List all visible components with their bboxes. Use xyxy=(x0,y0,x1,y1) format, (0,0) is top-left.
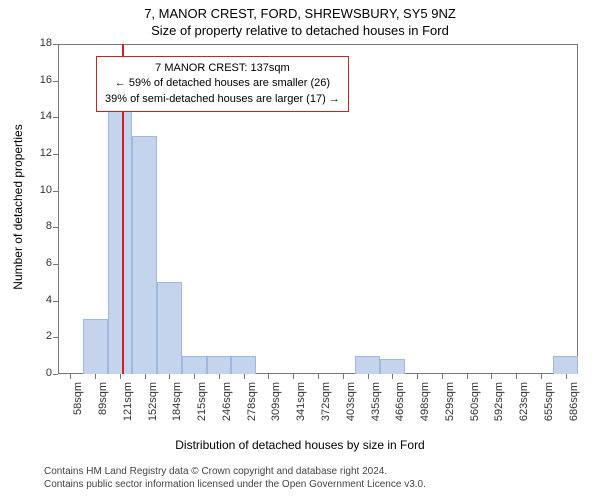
x-tick xyxy=(392,374,393,379)
y-tick-label: 4 xyxy=(30,294,52,306)
x-tick xyxy=(293,374,294,379)
x-tick xyxy=(516,374,517,379)
x-tick xyxy=(491,374,492,379)
x-tick-label: 686sqm xyxy=(568,382,580,432)
histogram-bar xyxy=(132,136,157,374)
y-tick-label: 14 xyxy=(30,110,52,122)
histogram-bar xyxy=(157,282,182,374)
histogram-bar xyxy=(380,359,405,374)
x-tick xyxy=(268,374,269,379)
x-tick-label: 498sqm xyxy=(419,382,431,432)
x-tick-label: 246sqm xyxy=(221,382,233,432)
chart-container: 7, MANOR CREST, FORD, SHREWSBURY, SY5 9N… xyxy=(0,0,600,500)
x-tick xyxy=(368,374,369,379)
histogram-bar xyxy=(108,99,133,374)
y-tick-label: 16 xyxy=(30,74,52,86)
x-tick xyxy=(566,374,567,379)
x-tick-label: 372sqm xyxy=(320,382,332,432)
y-tick xyxy=(53,117,58,118)
x-tick-label: 655sqm xyxy=(543,382,555,432)
x-tick-label: 529sqm xyxy=(444,382,456,432)
x-tick xyxy=(318,374,319,379)
y-tick-label: 10 xyxy=(30,184,52,196)
x-tick-label: 435sqm xyxy=(370,382,382,432)
x-tick-label: 58sqm xyxy=(72,382,84,432)
annotation-line: 7 MANOR CREST: 137sqm xyxy=(105,61,340,76)
y-tick-label: 8 xyxy=(30,220,52,232)
y-tick xyxy=(53,227,58,228)
x-tick xyxy=(145,374,146,379)
x-tick-label: 278sqm xyxy=(246,382,258,432)
y-tick-label: 2 xyxy=(30,330,52,342)
x-tick xyxy=(541,374,542,379)
histogram-bar xyxy=(355,356,380,374)
x-tick-label: 309sqm xyxy=(270,382,282,432)
x-tick xyxy=(219,374,220,379)
chart-title: 7, MANOR CREST, FORD, SHREWSBURY, SY5 9N… xyxy=(0,0,600,21)
x-tick xyxy=(417,374,418,379)
annotation-box: 7 MANOR CREST: 137sqm← 59% of detached h… xyxy=(96,56,349,112)
histogram-bar xyxy=(207,356,232,374)
y-axis-label: Number of detached properties xyxy=(11,117,25,297)
annotation-line: ← 59% of detached houses are smaller (26… xyxy=(105,76,340,91)
y-tick xyxy=(53,44,58,45)
chart-footer: Contains HM Land Registry data © Crown c… xyxy=(44,465,426,491)
histogram-bar xyxy=(83,319,108,374)
x-tick xyxy=(70,374,71,379)
chart-subtitle: Size of property relative to detached ho… xyxy=(0,23,600,38)
histogram-bar xyxy=(182,356,207,374)
x-tick xyxy=(244,374,245,379)
x-tick xyxy=(169,374,170,379)
x-tick-label: 466sqm xyxy=(394,382,406,432)
footer-line-2: Contains public sector information licen… xyxy=(44,478,426,491)
x-tick xyxy=(194,374,195,379)
x-tick-label: 341sqm xyxy=(295,382,307,432)
x-tick xyxy=(442,374,443,379)
x-tick-label: 560sqm xyxy=(469,382,481,432)
x-tick xyxy=(343,374,344,379)
y-tick-label: 12 xyxy=(30,147,52,159)
x-tick-label: 215sqm xyxy=(196,382,208,432)
y-tick-label: 18 xyxy=(30,37,52,49)
histogram-bar xyxy=(553,356,578,374)
y-tick-label: 6 xyxy=(30,257,52,269)
annotation-line: 39% of semi-detached houses are larger (… xyxy=(105,92,340,107)
x-tick xyxy=(95,374,96,379)
x-tick xyxy=(467,374,468,379)
y-tick xyxy=(53,301,58,302)
histogram-bar xyxy=(231,356,256,374)
x-tick-label: 623sqm xyxy=(518,382,530,432)
x-axis-label: Distribution of detached houses by size … xyxy=(0,438,600,452)
y-tick xyxy=(53,154,58,155)
y-tick-label: 0 xyxy=(30,367,52,379)
x-tick-label: 152sqm xyxy=(147,382,159,432)
x-tick-label: 121sqm xyxy=(122,382,134,432)
y-tick xyxy=(53,81,58,82)
y-tick xyxy=(53,264,58,265)
y-tick xyxy=(53,191,58,192)
y-tick xyxy=(53,337,58,338)
x-tick-label: 184sqm xyxy=(171,382,183,432)
x-tick-label: 89sqm xyxy=(97,382,109,432)
x-tick-label: 592sqm xyxy=(493,382,505,432)
y-tick xyxy=(53,374,58,375)
x-tick xyxy=(120,374,121,379)
footer-line-1: Contains HM Land Registry data © Crown c… xyxy=(44,465,426,478)
x-tick-label: 403sqm xyxy=(345,382,357,432)
